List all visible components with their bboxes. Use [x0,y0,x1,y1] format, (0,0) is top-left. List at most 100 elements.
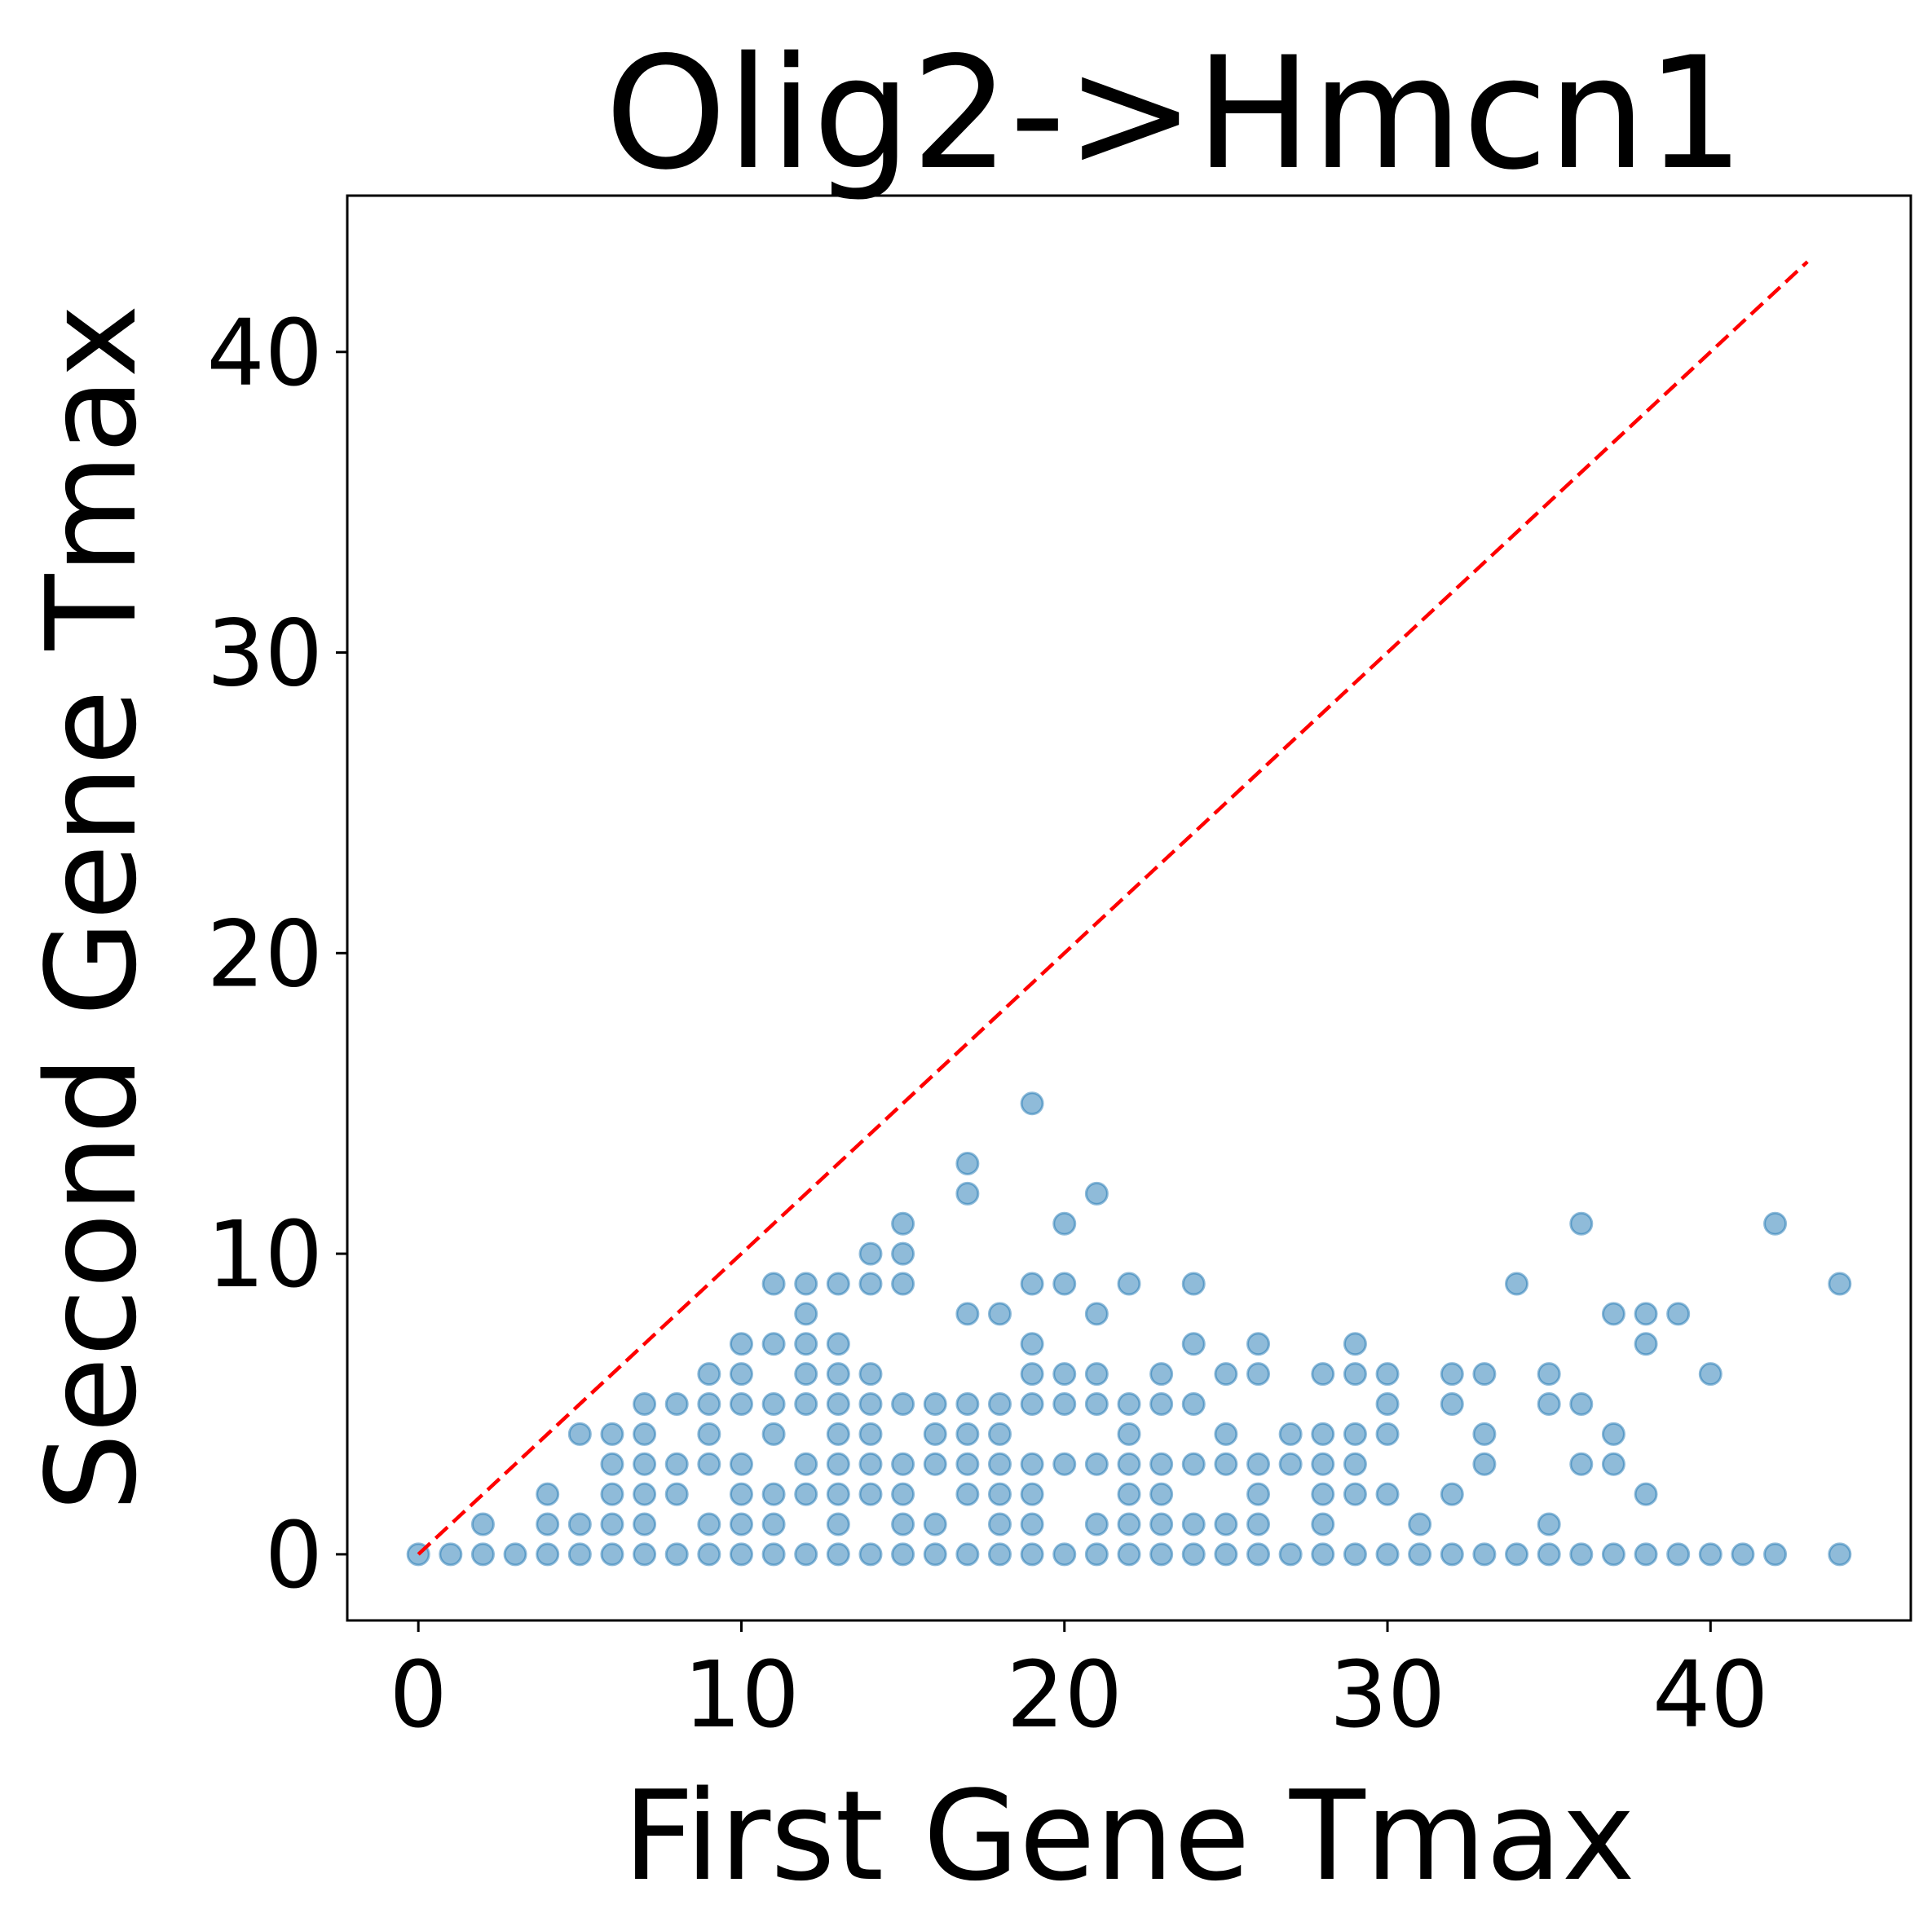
scatter-point [1343,1422,1367,1446]
scatter-point [1084,1542,1109,1567]
scatter-point [729,1542,753,1567]
scatter-point [955,1151,980,1175]
scatter-point [600,1422,624,1446]
scatter-point [923,1452,947,1476]
x-axis: 0 10 20 30 40 [390,1620,1769,1748]
scatter-point [729,1452,753,1476]
scatter-point [1020,1332,1044,1356]
scatter-point [697,1362,721,1387]
scatter-point [1408,1542,1432,1567]
scatter-point [858,1391,883,1416]
y-tick-label: 30 [206,602,323,708]
scatter-point [826,1542,850,1567]
scatter-point [1505,1272,1529,1296]
scatter-point [1246,1452,1271,1476]
scatter-point [794,1272,818,1296]
scatter-point [761,1332,786,1356]
scatter-point [923,1542,947,1567]
scatter-point [1020,1542,1044,1567]
scatter-point [858,1241,883,1266]
scatter-point [987,1452,1012,1476]
scatter-point [600,1482,624,1506]
scatter-point [1149,1512,1174,1536]
scatter-point [1601,1302,1625,1326]
scatter-point [1472,1362,1497,1387]
scatter-point [794,1332,818,1356]
scatter-point [1052,1211,1077,1236]
scatter-point [536,1482,560,1506]
scatter-point [987,1542,1012,1567]
scatter-point [1020,1362,1044,1387]
scatter-point [1634,1302,1658,1326]
scatter-point [1149,1362,1174,1387]
scatter-point [826,1332,850,1356]
scatter-point [1472,1422,1497,1446]
scatter-point [1117,1422,1141,1446]
x-tick-label: 0 [390,1642,448,1748]
scatter-point [729,1362,753,1387]
scatter-point [633,1391,657,1416]
scatter-point [1375,1391,1400,1416]
scatter-point [633,1422,657,1446]
scatter-point [891,1391,915,1416]
scatter-point [664,1482,689,1506]
scatter-point [794,1362,818,1387]
scatter-point [1020,1512,1044,1536]
scatter-point [1569,1211,1594,1236]
scatter-point [794,1482,818,1506]
scatter-point [987,1302,1012,1326]
scatter-point [1666,1302,1691,1326]
scatter-point [1440,1542,1464,1567]
scatter-point [794,1391,818,1416]
scatter-point [955,1452,980,1476]
scatter-point [1214,1512,1238,1536]
scatter-point [794,1542,818,1567]
scatter-point [664,1391,689,1416]
scatter-point [1052,1362,1077,1387]
scatter-point [633,1452,657,1476]
scatter-point [987,1482,1012,1506]
scatter-point [1246,1482,1271,1506]
scatter-point [1214,1422,1238,1446]
scatter-point [1698,1362,1722,1387]
scatter-point [1181,1452,1206,1476]
scatter-point [1052,1272,1077,1296]
scatter-point [1214,1362,1238,1387]
scatter-point [600,1542,624,1567]
scatter-point [697,1391,721,1416]
scatter-point [891,1211,915,1236]
scatter-point [633,1512,657,1536]
scatter-point [1828,1542,1852,1567]
scatter-point [1311,1482,1335,1506]
scatter-point [1731,1542,1755,1567]
scatter-point [1020,1091,1044,1116]
y-tick-label: 20 [206,902,323,1007]
scatter-point [536,1512,560,1536]
scatter-point [826,1452,850,1476]
scatter-point [761,1482,786,1506]
scatter-point [826,1422,850,1446]
scatter-point [794,1452,818,1476]
scatter-point [987,1422,1012,1446]
scatter-point [1763,1542,1788,1567]
scatter-point [664,1452,689,1476]
scatter-point [1343,1482,1367,1506]
scatter-point [1569,1452,1594,1476]
scatter-point [439,1542,463,1567]
scatter-point [891,1512,915,1536]
scatter-point [1084,1302,1109,1326]
scatter-point [1052,1542,1077,1567]
scatter-point [600,1452,624,1476]
scatter-point [1117,1272,1141,1296]
x-tick-label: 10 [683,1642,800,1748]
scatter-point [1020,1272,1044,1296]
scatter-point [503,1542,527,1567]
scatter-point [858,1422,883,1446]
scatter-point [470,1512,495,1536]
scatter-point [697,1542,721,1567]
scatter-point [1537,1362,1561,1387]
scatter-point [1408,1512,1432,1536]
scatter-point [761,1391,786,1416]
scatter-point [1763,1211,1788,1236]
